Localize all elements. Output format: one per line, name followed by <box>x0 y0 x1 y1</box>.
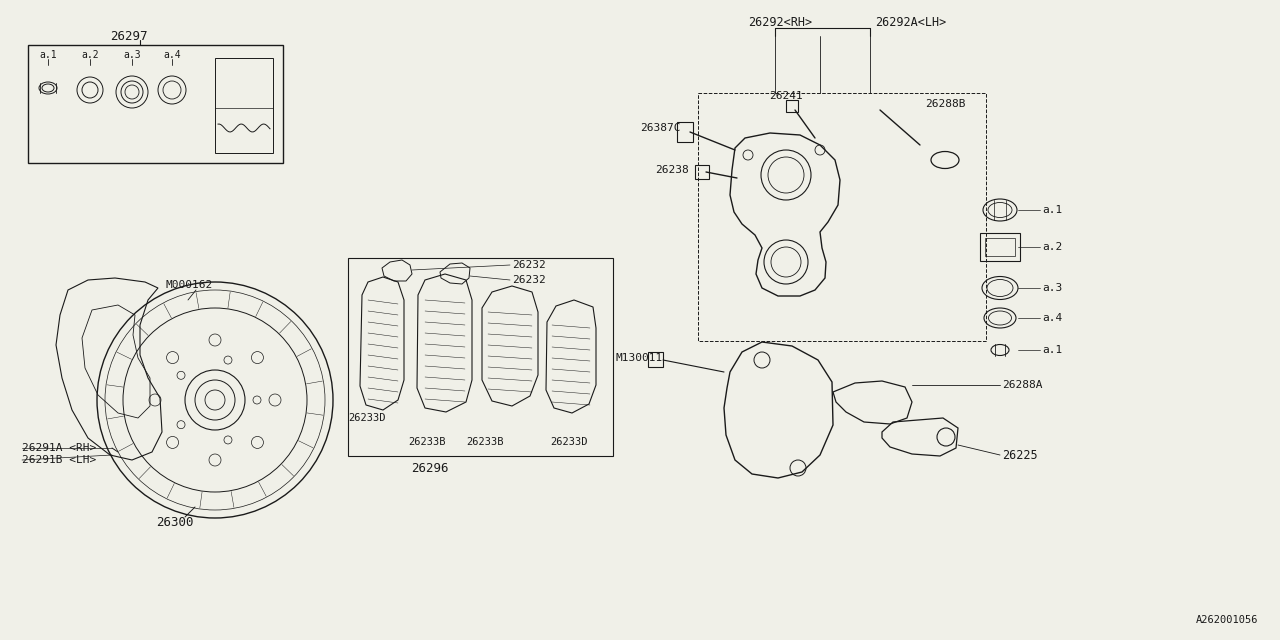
Text: 26291B <LH>: 26291B <LH> <box>22 455 96 465</box>
Text: a.3: a.3 <box>1042 283 1062 293</box>
Bar <box>677 122 692 142</box>
Text: a.4: a.4 <box>1042 313 1062 323</box>
Text: 26297: 26297 <box>110 29 147 42</box>
Bar <box>28 45 283 163</box>
Bar <box>698 93 986 341</box>
Text: a.1: a.1 <box>40 50 56 60</box>
Bar <box>648 352 663 367</box>
Text: 26292<RH>: 26292<RH> <box>748 15 812 29</box>
Text: a.3: a.3 <box>123 50 141 60</box>
Text: 26232: 26232 <box>512 275 545 285</box>
Text: a.4: a.4 <box>163 50 180 60</box>
Text: 26300: 26300 <box>156 515 193 529</box>
Text: 26233D: 26233D <box>550 437 588 447</box>
Text: 26296: 26296 <box>411 461 449 474</box>
Bar <box>786 100 797 112</box>
Text: 26233D: 26233D <box>348 413 385 423</box>
Text: 26238: 26238 <box>655 165 689 175</box>
Text: 26233B: 26233B <box>408 437 445 447</box>
Text: M000162: M000162 <box>165 280 212 290</box>
Text: a.2: a.2 <box>1042 242 1062 252</box>
Text: 26292A<LH>: 26292A<LH> <box>876 15 946 29</box>
Text: 26288B: 26288B <box>924 99 965 109</box>
Text: M130011: M130011 <box>614 353 662 363</box>
Text: A262001056: A262001056 <box>1196 615 1258 625</box>
Text: a.1: a.1 <box>1042 205 1062 215</box>
Bar <box>980 233 1020 261</box>
Text: 26291A <RH>: 26291A <RH> <box>22 443 96 453</box>
Text: a.1: a.1 <box>1042 345 1062 355</box>
Text: 26232: 26232 <box>512 260 545 270</box>
Bar <box>986 238 1015 256</box>
Text: 26288A: 26288A <box>1002 380 1042 390</box>
Bar <box>695 165 709 179</box>
Bar <box>215 58 273 153</box>
Bar <box>348 258 613 456</box>
Text: 26225: 26225 <box>1002 449 1038 461</box>
Text: 26387C: 26387C <box>640 123 681 133</box>
Text: 26233B: 26233B <box>466 437 503 447</box>
Text: 26241: 26241 <box>769 91 803 101</box>
Text: a.2: a.2 <box>81 50 99 60</box>
